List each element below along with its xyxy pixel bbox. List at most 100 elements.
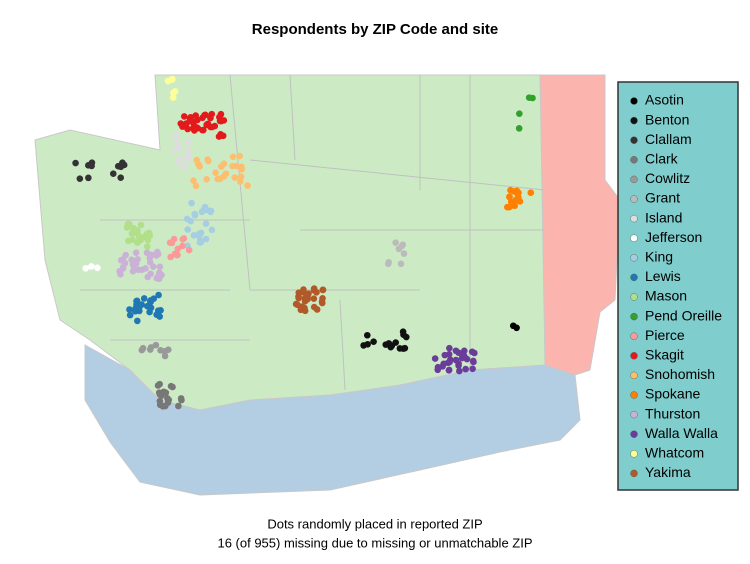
respondent-dot (382, 341, 390, 348)
respondent-dot (125, 220, 133, 228)
respondent-dot (88, 263, 95, 270)
respondent-dot (190, 177, 197, 184)
respondent-dot (134, 227, 141, 234)
legend-swatch (630, 410, 638, 419)
respondent-dot (214, 175, 221, 183)
respondent-dot (171, 250, 179, 258)
legend-swatch (630, 156, 638, 164)
respondent-dot (441, 351, 449, 359)
legend-box (617, 81, 739, 491)
respondent-dot (192, 182, 200, 190)
legend-label: Pend Oreille (645, 307, 722, 323)
respondent-dot (202, 235, 210, 243)
respondent-dot (180, 164, 188, 171)
respondent-dot (470, 358, 477, 366)
legend-swatch (630, 371, 638, 380)
county-lines (80, 74, 546, 391)
respondent-dot (164, 77, 172, 85)
respondent-dot (469, 365, 476, 373)
respondent-dot (238, 165, 246, 173)
respondent-dot (140, 233, 147, 241)
respondent-dot (155, 291, 162, 299)
legend-label: Mason (645, 288, 687, 304)
respondent-dot (156, 380, 163, 388)
legend-swatch (630, 273, 638, 282)
legend-label: Yakima (645, 464, 691, 480)
respondent-dot (215, 133, 223, 140)
respondent-dot (184, 149, 192, 157)
respondent-dot (152, 341, 160, 349)
respondent-dot (161, 402, 169, 410)
respondent-dot (398, 242, 406, 250)
respondent-dot (516, 110, 523, 117)
respondent-dot (128, 230, 136, 237)
caption-line: 16 (of 955) missing due to missing or un… (217, 535, 532, 550)
respondent-dot (135, 237, 143, 245)
respondent-dot (188, 199, 195, 207)
legend-label: Clark (645, 151, 679, 167)
respondent-dot (166, 239, 174, 247)
respondent-dot (158, 271, 165, 279)
respondent-dot (162, 389, 170, 397)
respondent-dot (175, 141, 183, 148)
respondent-dot (370, 338, 377, 345)
title: Respondents by ZIP Code and site (252, 21, 498, 38)
respondent-dot (150, 263, 157, 270)
legend-swatch (630, 254, 638, 262)
respondent-dot (233, 162, 241, 170)
respondent-dot (319, 286, 327, 294)
respondent-dot (194, 160, 202, 168)
respondent-dot (292, 300, 300, 308)
respondent-dot (146, 346, 154, 353)
legend-swatch (630, 391, 638, 399)
legend-label: Lewis (645, 268, 681, 284)
legend-swatch (630, 469, 638, 478)
respondent-dot (236, 152, 243, 160)
respondent-dot (514, 189, 521, 197)
respondent-dot (211, 122, 219, 130)
respondent-dot (295, 294, 302, 302)
legend-swatch (630, 312, 638, 321)
respondent-dot (153, 252, 160, 259)
legend-swatch (630, 175, 638, 184)
respondent-dot (146, 308, 153, 316)
respondent-dot (132, 249, 140, 257)
respondent-dot (138, 346, 146, 354)
respondent-dot (207, 208, 214, 216)
legend-swatch (630, 293, 638, 301)
respondent-dot (142, 265, 149, 272)
respondent-dot (445, 366, 453, 374)
respondent-dot (137, 221, 145, 229)
respondent-dot (204, 120, 212, 128)
legend-swatch (630, 116, 638, 125)
respondent-dot (201, 203, 209, 211)
respondent-dot (399, 328, 407, 336)
respondent-dot (191, 212, 199, 219)
respondent-dot (299, 305, 307, 313)
respondent-dot (117, 270, 124, 278)
respondent-dot (471, 349, 478, 357)
legend-label: Pierce (645, 327, 685, 343)
respondent-dot (318, 298, 326, 305)
respondent-dot (136, 307, 143, 315)
respondent-dot (146, 297, 154, 305)
respondent-dot (129, 267, 137, 275)
respondent-dot (513, 324, 520, 332)
respondent-dot (117, 163, 125, 171)
respondent-dot (126, 306, 133, 313)
legend-label: Clallam (645, 131, 692, 147)
respondent-dot (184, 125, 191, 133)
legend-label: Grant (645, 190, 680, 206)
respondent-dot (462, 365, 469, 373)
respondent-dot (220, 173, 228, 180)
respondent-dot (177, 120, 185, 127)
respondent-dot (187, 217, 195, 225)
respondent-dot (143, 249, 151, 256)
respondent-dot (236, 178, 244, 185)
idaho (539, 74, 621, 376)
respondent-dot (161, 352, 169, 360)
respondent-dot (189, 118, 196, 126)
legend-swatch (630, 450, 638, 458)
respondent-dot (364, 340, 371, 348)
